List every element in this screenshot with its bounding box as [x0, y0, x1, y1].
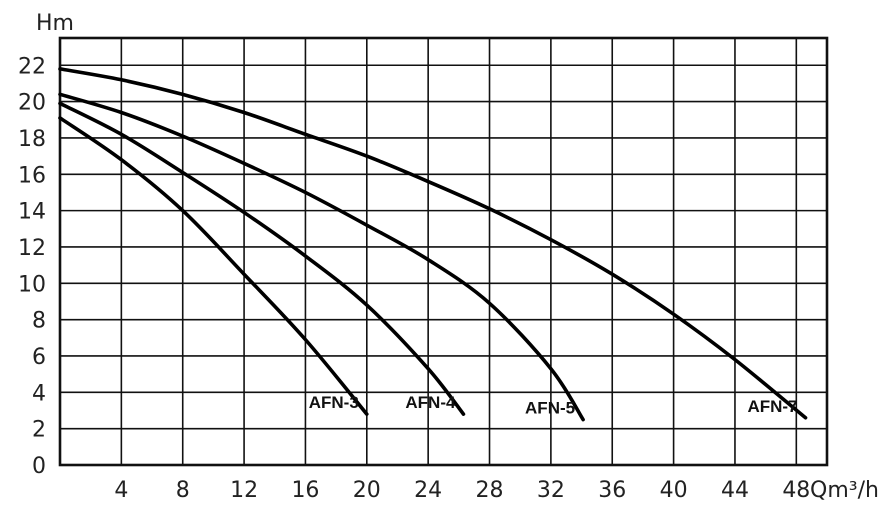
y-tick-label: 8 [32, 309, 46, 334]
x-tick-label: 48 [782, 478, 810, 503]
grid-lines [60, 38, 827, 465]
x-tick-label: 36 [598, 478, 626, 503]
curve-afn-4 [58, 101, 466, 416]
x-tick-label: 12 [230, 478, 258, 503]
x-tick-label: 44 [721, 478, 749, 503]
x-axis-title: Qm³/h [810, 478, 879, 503]
series-label-afn-7: AFN-7 [747, 397, 797, 416]
series-labels: AFN-3 AFN-4 AFN-5 AFN-7 [309, 393, 798, 417]
y-tick-label: 22 [18, 54, 46, 79]
x-tick-label: 28 [476, 478, 504, 503]
x-tick-label: 8 [176, 478, 190, 503]
plot-frame [58, 36, 829, 467]
x-tick-label: 4 [114, 478, 128, 503]
y-tick-label: 4 [32, 381, 46, 406]
y-tick-label: 6 [32, 345, 46, 370]
series-label-afn-3: AFN-3 [309, 393, 359, 412]
y-tick-label: 16 [18, 163, 46, 188]
x-axis-ticks: 4 8 12 16 20 24 28 32 36 40 44 48 [114, 478, 810, 503]
x-tick-label: 20 [353, 478, 381, 503]
y-tick-label: 14 [18, 200, 46, 225]
series-label-afn-5: AFN-5 [525, 399, 575, 418]
y-tick-label: 10 [18, 272, 46, 297]
y-axis-title: Hm [36, 11, 74, 36]
x-tick-label: 32 [537, 478, 565, 503]
curve-afn-7 [58, 67, 808, 420]
y-tick-label: 20 [18, 91, 46, 116]
series-label-afn-4: AFN-4 [405, 393, 456, 412]
x-tick-label: 24 [414, 478, 442, 503]
x-tick-label: 16 [291, 478, 319, 503]
x-tick-label: 40 [660, 478, 688, 503]
y-axis-ticks: 0 2 4 6 8 10 12 14 16 18 20 22 [18, 54, 46, 479]
y-tick-label: 0 [32, 454, 46, 479]
y-tick-label: 18 [18, 127, 46, 152]
y-tick-label: 2 [32, 418, 46, 443]
series-curves [58, 67, 808, 422]
curve-afn-3 [58, 116, 369, 416]
y-tick-label: 12 [18, 236, 46, 261]
curve-afn-5 [58, 92, 585, 422]
